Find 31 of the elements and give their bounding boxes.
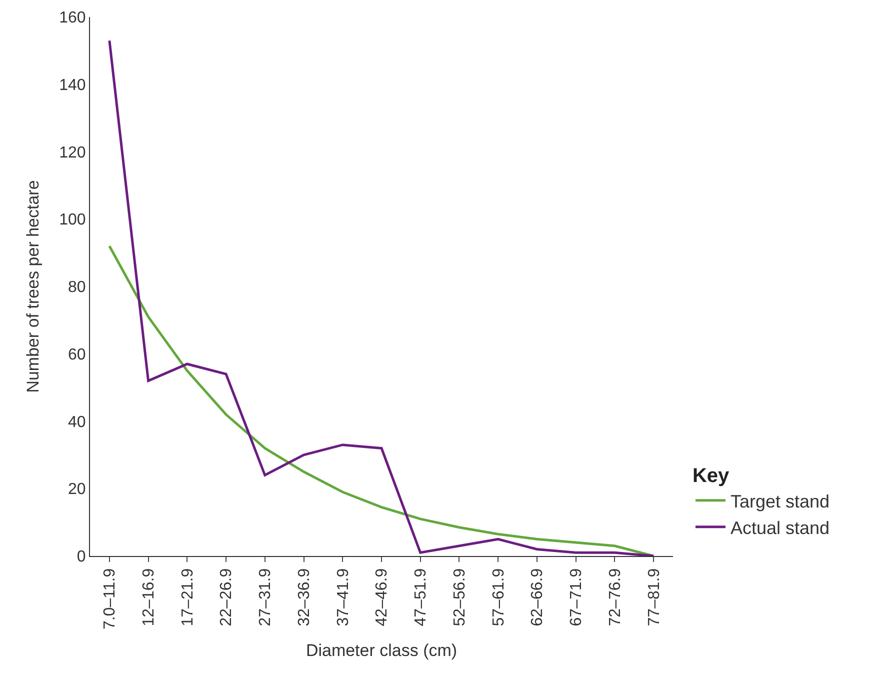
y-tick-label: 120: [59, 144, 86, 162]
y-tick-label: 40: [68, 414, 86, 431]
y-tick-label: 60: [68, 346, 86, 364]
x-tick-label: 32–36.9: [296, 568, 313, 626]
x-tick-label: 47–51.9: [412, 568, 430, 626]
x-tick-label: 27–31.9: [257, 568, 274, 626]
x-tick-label: 67–71.9: [568, 568, 586, 626]
legend-title: Key: [692, 465, 730, 488]
y-tick-label: 100: [59, 212, 86, 229]
x-tick-label: 37–41.9: [334, 568, 352, 626]
y-tick-label: 20: [68, 481, 86, 498]
x-tick-label: 77–81.9: [646, 568, 663, 626]
legend-label: Actual stand: [730, 518, 830, 538]
x-tick-label: 52–56.9: [451, 568, 468, 626]
x-tick-label: 17–21.9: [179, 568, 196, 626]
legend-label: Target stand: [730, 491, 830, 512]
line-series: [108, 39, 655, 556]
line-series: [108, 244, 655, 556]
y-tick-label: 80: [68, 279, 86, 296]
x-tick-label: 62–66.9: [529, 568, 546, 626]
x-tick-label: 22–26.9: [218, 568, 236, 626]
y-tick-label: 140: [59, 76, 86, 94]
x-tick-label: 72–76.9: [606, 568, 624, 626]
x-tick-label: 42–46.9: [374, 568, 391, 626]
x-axis-title: Diameter class (cm): [306, 640, 458, 660]
y-tick-label: 160: [59, 10, 86, 27]
y-tick-label: 0: [76, 548, 86, 566]
x-tick-label: 12–16.9: [140, 568, 158, 626]
y-axis-title: Number of trees per hectare: [24, 180, 43, 393]
x-tick-label: 57–61.9: [490, 568, 508, 626]
x-tick-label: 7.0–11.9: [102, 568, 119, 630]
